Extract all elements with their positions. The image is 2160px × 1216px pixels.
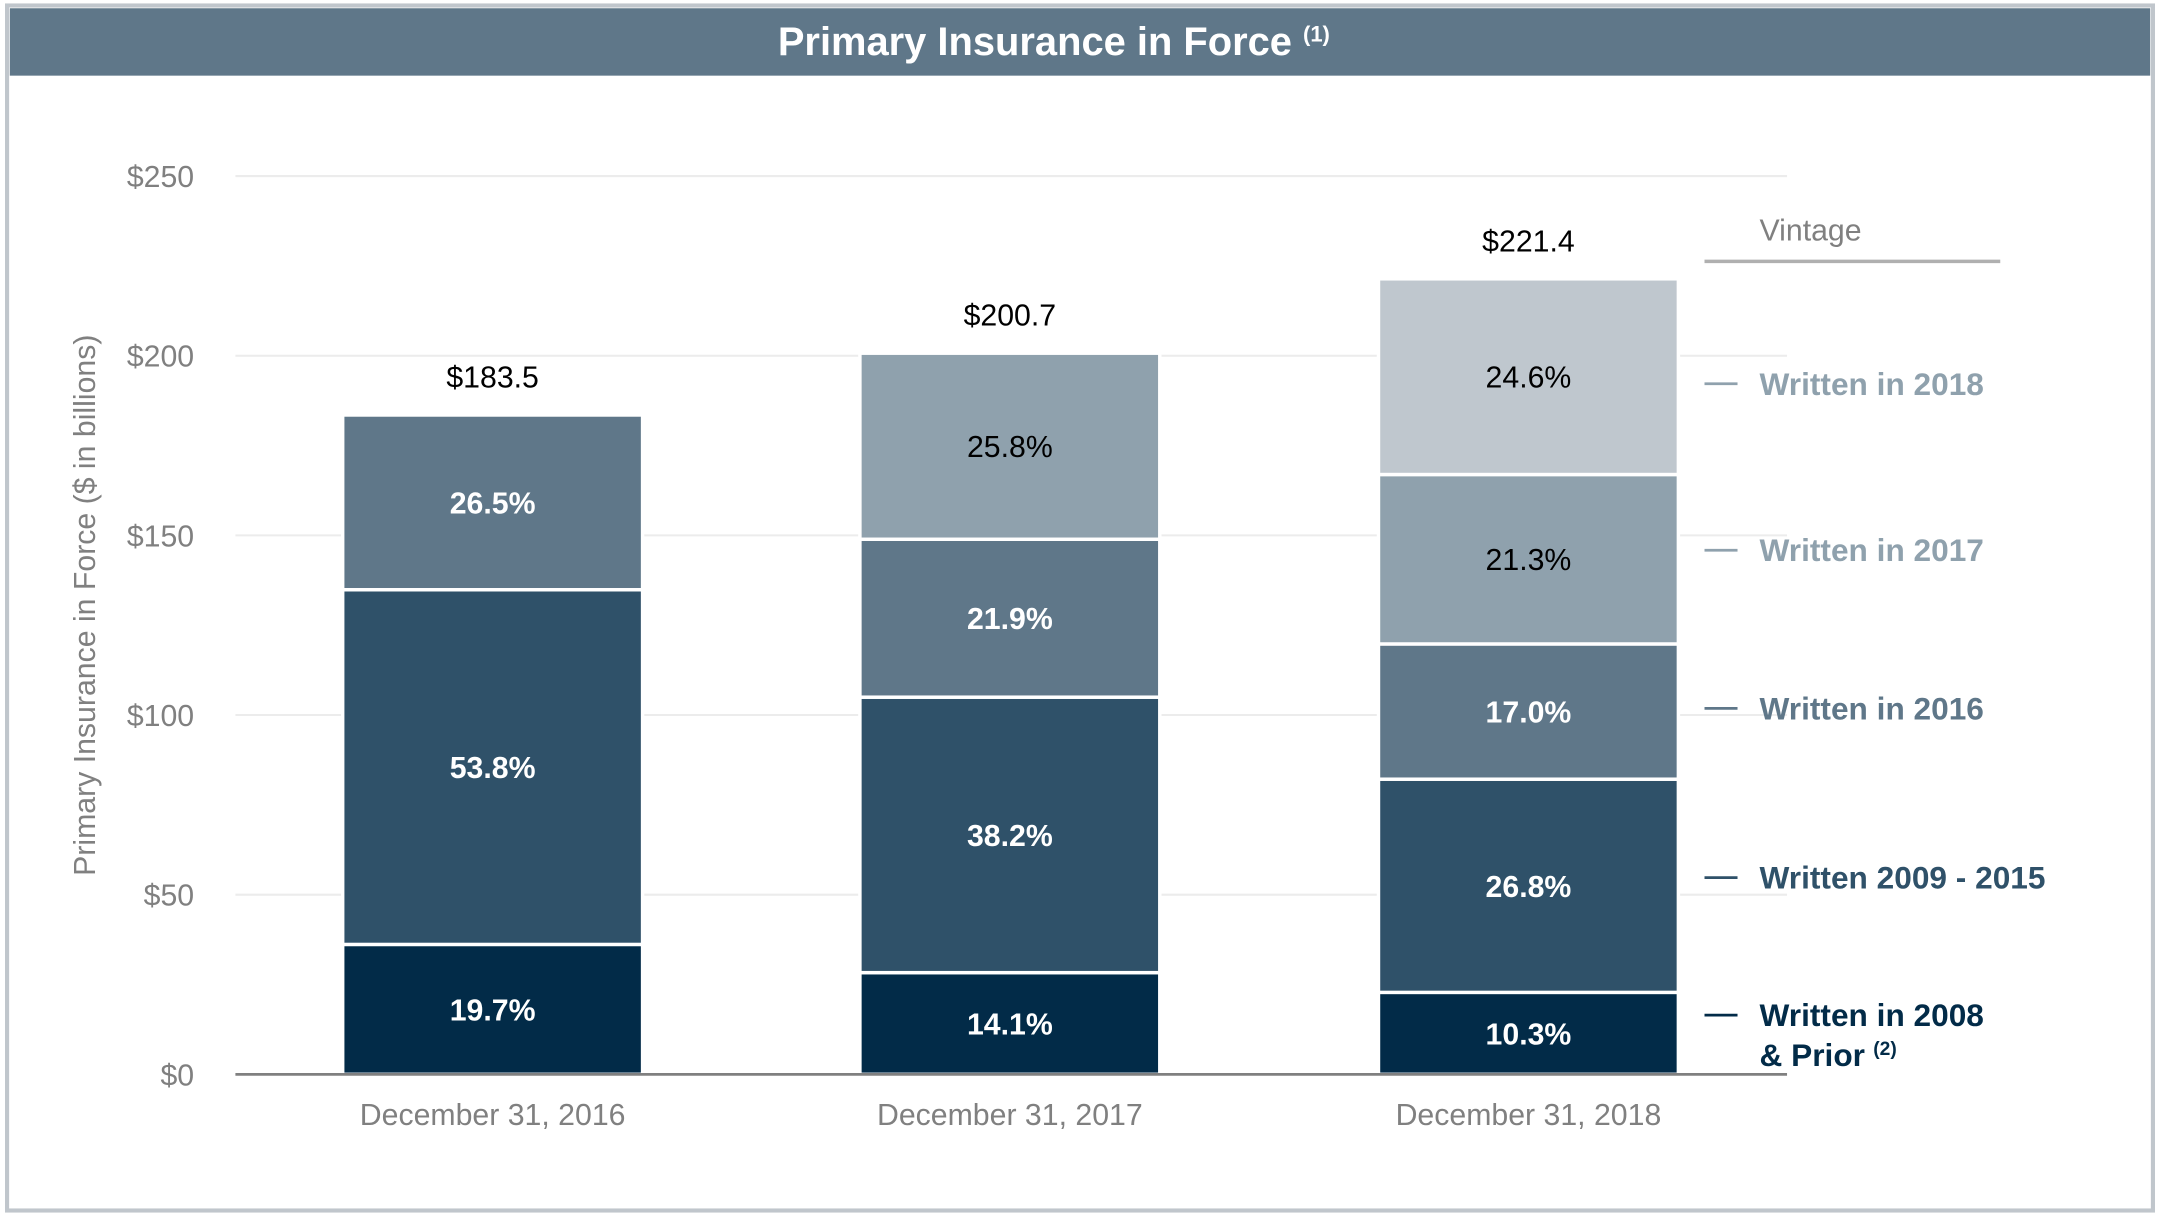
segment-label: 53.8% <box>450 752 536 785</box>
total-label: $200.7 <box>964 300 1057 333</box>
title-bar <box>9 8 2151 76</box>
segment-label: 10.3% <box>1486 1018 1572 1051</box>
bar-segment <box>1376 777 1681 995</box>
legend-label: Written in 2008 & Prior (2) <box>1760 997 1984 1073</box>
y-tick-label: $150 <box>127 520 194 553</box>
legend-footnote: (2) <box>1873 1039 1897 1060</box>
segment-label: 21.9% <box>967 603 1053 636</box>
segment-label: 26.8% <box>1486 871 1572 904</box>
legend-title: Vintage <box>1760 215 1862 248</box>
segment-label: 19.7% <box>450 994 536 1027</box>
total-label: $183.5 <box>446 361 539 394</box>
bar-segment <box>340 413 645 592</box>
total-label: $221.4 <box>1482 225 1575 258</box>
bar-segment <box>340 588 645 947</box>
segment-label: 26.5% <box>450 487 536 520</box>
segment-label: 21.3% <box>1486 544 1572 577</box>
chart-title-text: Primary Insurance in Force <box>778 20 1292 64</box>
legend-label: Written in 2018 <box>1760 366 1984 402</box>
legend-label: Written 2009 - 2015 <box>1760 860 2046 896</box>
x-tick-label: December 31, 2017 <box>877 1099 1143 1132</box>
bar-segment <box>1376 642 1681 781</box>
legend-label-line: Written in 2008 <box>1760 997 1984 1033</box>
y-tick-label: $0 <box>160 1059 194 1092</box>
legend-label-line: & Prior <box>1760 1037 1865 1073</box>
y-axis-label: Primary Insurance in Force ($ in billion… <box>69 335 102 876</box>
bar-segment <box>858 351 1162 541</box>
y-tick-label: $50 <box>144 880 194 913</box>
legend-label: Written in 2017 <box>1760 532 1984 568</box>
y-tick-label: $100 <box>127 700 194 733</box>
x-tick-label: December 31, 2016 <box>360 1099 626 1132</box>
chart-title: Primary Insurance in Force (1) <box>778 20 1330 64</box>
segment-label: 38.2% <box>967 820 1053 853</box>
legend-label: Written in 2016 <box>1760 690 1984 726</box>
x-tick-label: December 31, 2018 <box>1396 1099 1662 1132</box>
bar-segment <box>1376 277 1681 477</box>
segment-label: 24.6% <box>1486 362 1572 395</box>
segment-label: 17.0% <box>1486 697 1572 730</box>
y-tick-label: $250 <box>127 161 194 194</box>
segment-label: 14.1% <box>967 1008 1053 1041</box>
bar-segment <box>1376 472 1681 646</box>
bar-segment <box>858 970 1162 1077</box>
title-footnote: (1) <box>1303 21 1330 46</box>
y-tick-label: $200 <box>127 341 194 374</box>
segment-label: 25.8% <box>967 431 1053 464</box>
